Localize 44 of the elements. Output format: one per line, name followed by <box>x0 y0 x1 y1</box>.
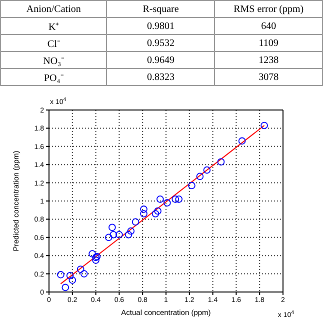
text: 3078 <box>214 68 322 86</box>
text: 0.9649 <box>106 52 215 68</box>
point <box>76 266 84 273</box>
text: 0.9801 <box>106 18 215 34</box>
point <box>62 284 70 292</box>
point <box>172 196 180 203</box>
point <box>164 199 171 206</box>
point <box>66 272 74 280</box>
text: PO₄⁻ <box>0 68 107 86</box>
point <box>57 271 64 278</box>
text: K⁺ <box>0 18 107 34</box>
text: 0.9532 <box>106 34 215 52</box>
point <box>154 207 162 215</box>
text: 640 <box>214 18 322 34</box>
point <box>88 250 96 258</box>
point <box>127 227 135 235</box>
point <box>217 158 225 166</box>
point <box>140 206 148 213</box>
text: 1238 <box>214 52 322 68</box>
point <box>110 231 117 238</box>
text: 0.8323 <box>106 68 215 86</box>
text: 1109 <box>214 34 322 52</box>
point <box>152 210 160 218</box>
point <box>68 276 76 284</box>
point <box>196 172 204 180</box>
point <box>238 137 246 145</box>
point <box>260 122 268 130</box>
point <box>92 256 100 264</box>
point <box>175 196 183 203</box>
point <box>140 210 148 218</box>
text: NO₃⁻ <box>0 52 107 68</box>
point <box>116 231 123 238</box>
point <box>124 231 132 238</box>
text: Cl⁻ <box>0 34 107 52</box>
point <box>105 234 112 242</box>
point <box>108 224 116 232</box>
point <box>132 218 140 226</box>
point <box>80 270 88 278</box>
point <box>188 182 196 190</box>
text: R-square <box>106 0 215 18</box>
text: Anion/Cation <box>0 0 107 18</box>
point <box>203 166 211 174</box>
point <box>156 196 164 203</box>
text: RMS error (ppm) <box>214 0 322 18</box>
